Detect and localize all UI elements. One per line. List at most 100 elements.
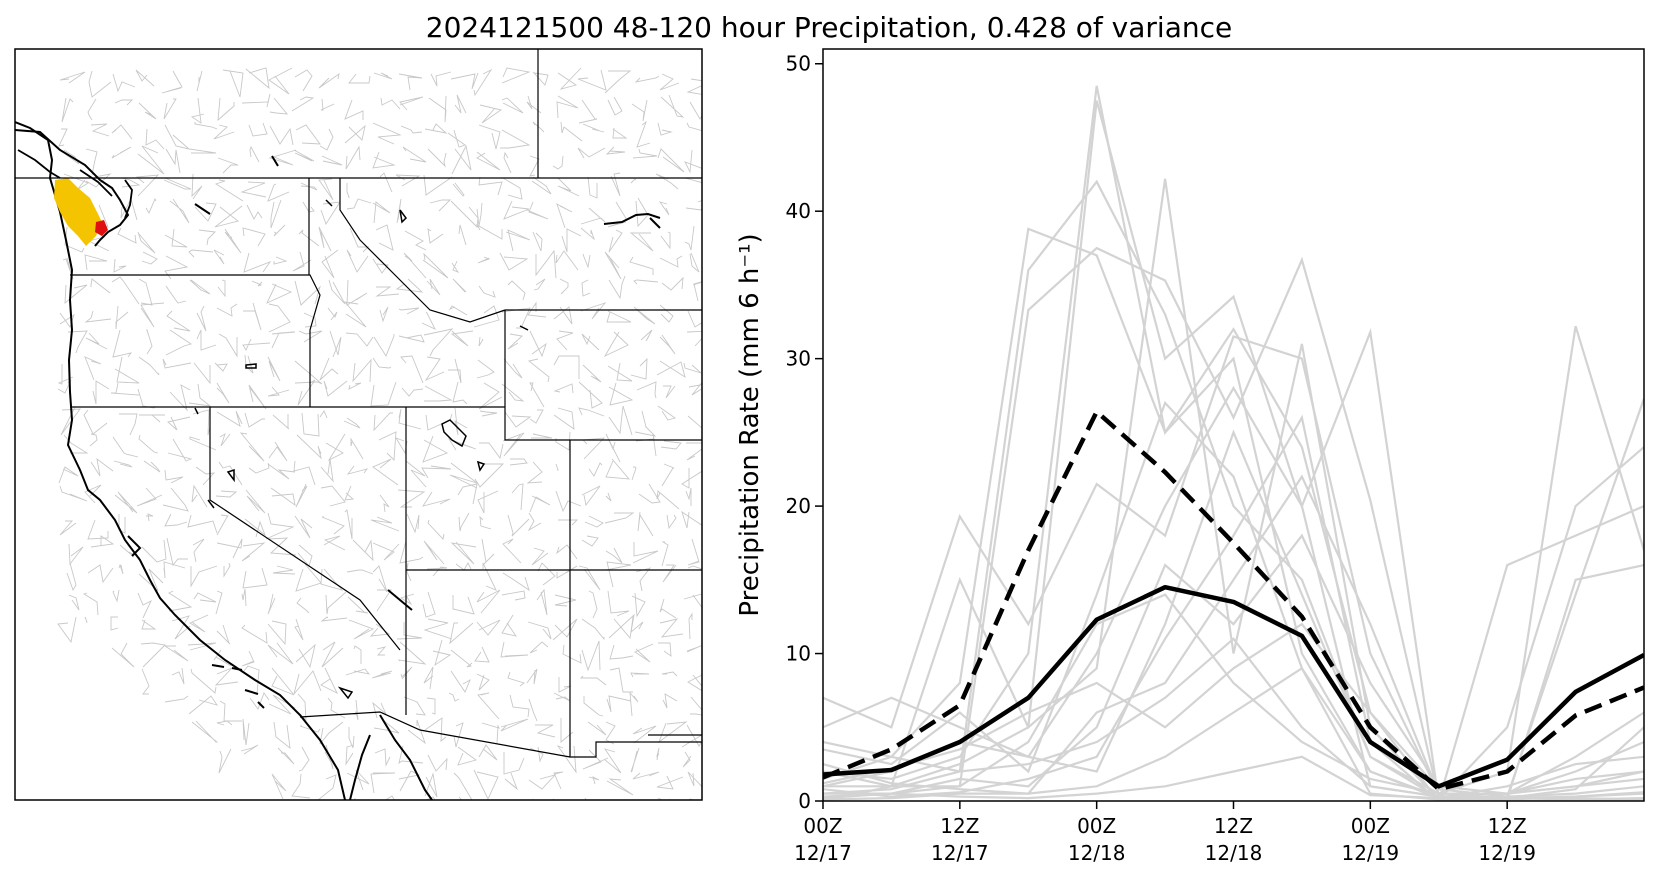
- basin-boundary: [62, 257, 74, 280]
- basin-boundary: [346, 183, 350, 198]
- basin-boundary: [268, 67, 293, 95]
- basin-boundary: [320, 568, 344, 591]
- basin-boundary: [373, 72, 393, 80]
- x-tick-label: 12/17: [794, 841, 852, 865]
- basin-boundary: [87, 519, 109, 540]
- basin-boundary: [449, 462, 478, 489]
- basin-boundary: [111, 276, 140, 305]
- basin-boundary: [90, 278, 111, 294]
- basin-boundary: [659, 598, 677, 619]
- basin-boundary: [476, 673, 490, 691]
- basin-boundary: [187, 642, 217, 651]
- basin-boundary: [344, 485, 355, 501]
- basin-boundary: [345, 668, 371, 676]
- basin-boundary: [604, 70, 632, 94]
- basin-boundary: [191, 484, 208, 508]
- basin-boundary: [556, 544, 578, 560]
- basin-boundary: [608, 229, 623, 253]
- basin-boundary: [248, 462, 270, 474]
- basin-boundary: [400, 125, 423, 134]
- lake-icon: [194, 407, 199, 415]
- basin-boundary: [424, 385, 453, 402]
- basin-boundary: [372, 122, 402, 145]
- basin-boundary: [511, 483, 524, 511]
- basin-boundary: [268, 441, 288, 462]
- basin-boundary: [84, 356, 102, 381]
- basin-boundary: [376, 589, 392, 612]
- basin-boundary: [266, 283, 293, 304]
- basin-boundary: [533, 278, 546, 291]
- great-salt-lake-icon: [441, 419, 467, 448]
- basin-boundary: [165, 148, 181, 174]
- basin-boundary: [296, 434, 322, 460]
- basin-boundary: [87, 98, 97, 121]
- basin-boundary: [527, 301, 547, 318]
- basin-boundary: [398, 770, 421, 792]
- basin-boundary: [584, 515, 604, 528]
- basin-boundary: [169, 384, 191, 412]
- basin-boundary: [582, 253, 591, 269]
- basin-boundary: [58, 128, 68, 147]
- basin-boundary: [556, 203, 573, 229]
- basin-boundary: [294, 69, 313, 92]
- basin-boundary: [269, 125, 294, 146]
- lake-icon: [399, 209, 407, 224]
- basin-boundary: [448, 305, 468, 316]
- basin-boundary: [194, 122, 218, 130]
- basin-boundary: [166, 537, 188, 566]
- basin-boundary: [556, 745, 577, 774]
- basin-boundary: [189, 279, 211, 295]
- basin-boundary: [273, 224, 286, 237]
- basin-boundary: [631, 466, 637, 481]
- basin-boundary: [141, 668, 150, 695]
- ensemble-member-line: [823, 179, 1644, 795]
- basin-boundary: [114, 356, 140, 384]
- basin-boundary: [661, 276, 684, 291]
- basin-boundary: [166, 310, 191, 332]
- basin-boundary: [632, 771, 660, 780]
- basin-boundary: [405, 460, 427, 488]
- basin-boundary: [686, 442, 702, 461]
- basin-boundary: [194, 202, 217, 222]
- basin-boundary: [216, 303, 238, 317]
- basin-boundary: [145, 197, 157, 214]
- basin-boundary: [216, 624, 231, 645]
- basin-boundary: [218, 333, 238, 358]
- basin-boundary: [581, 535, 599, 547]
- basin-boundary: [503, 358, 523, 379]
- basin-boundary: [579, 675, 607, 686]
- basin-boundary: [582, 123, 605, 133]
- basin-boundary: [139, 414, 165, 423]
- basin-boundary: [115, 305, 129, 330]
- basin-boundary: [68, 543, 84, 566]
- basin-boundary: [223, 562, 231, 578]
- basin-boundary: [192, 409, 211, 436]
- basin-boundary: [454, 407, 468, 436]
- basin-boundary: [267, 642, 294, 665]
- basin-boundary: [373, 334, 395, 357]
- basin-boundary: [427, 519, 445, 540]
- basin-boundary: [294, 280, 321, 306]
- basin-boundary: [214, 362, 228, 372]
- basin-boundary: [531, 433, 553, 439]
- basin-boundary: [348, 73, 371, 84]
- basin-boundary: [348, 382, 362, 390]
- ensemble-member-line: [823, 755, 1644, 801]
- basin-boundary: [291, 773, 311, 799]
- basin-boundary: [350, 437, 364, 460]
- basin-boundary: [372, 701, 387, 719]
- basin-boundary: [450, 649, 473, 668]
- basin-boundary: [423, 618, 453, 640]
- plot-frame: [822, 48, 1645, 802]
- basin-boundary: [88, 70, 112, 98]
- basin-boundary: [294, 618, 304, 641]
- basin-boundary: [214, 179, 244, 202]
- basin-boundary: [588, 590, 598, 619]
- basin-boundary: [536, 588, 548, 616]
- basin-boundary: [630, 178, 637, 184]
- basin-boundary: [146, 513, 154, 522]
- basin-boundary: [192, 538, 205, 563]
- basin-boundary: [478, 336, 484, 347]
- basin-boundary: [453, 722, 464, 748]
- basin-boundary: [683, 362, 702, 374]
